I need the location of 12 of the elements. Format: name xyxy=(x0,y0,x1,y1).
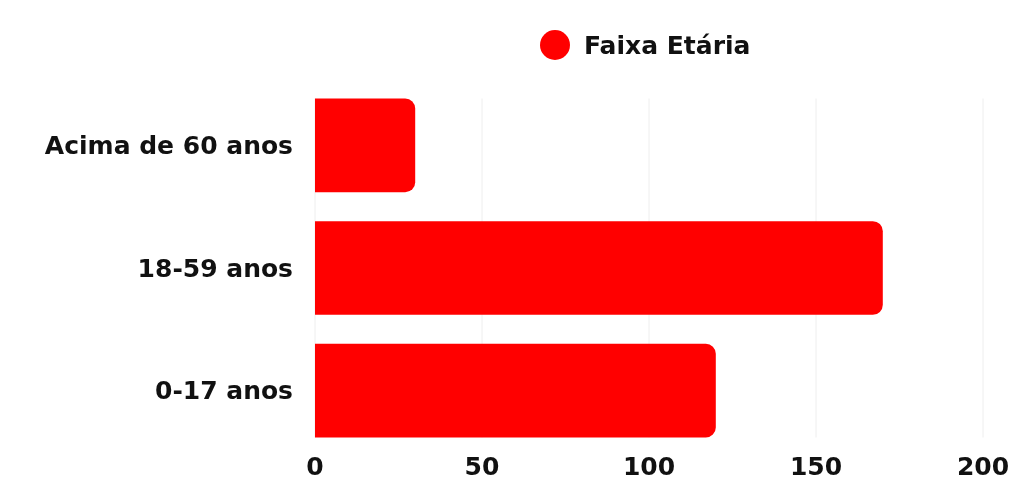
x-tick-label: 150 xyxy=(789,451,843,481)
x-tick-label: 200 xyxy=(956,451,1010,481)
y-tick-label: 18-59 anos xyxy=(137,253,293,283)
x-tick-label: 0 xyxy=(306,451,324,481)
x-tick-label: 50 xyxy=(464,451,500,481)
bar xyxy=(315,343,716,438)
y-tick-label: 0-17 anos xyxy=(155,376,293,406)
bar xyxy=(315,98,416,193)
y-tick-label: Acima de 60 anos xyxy=(44,131,293,161)
x-tick-label: 100 xyxy=(622,451,676,481)
legend-label: Faixa Etária xyxy=(584,30,751,60)
bar xyxy=(315,221,883,315)
